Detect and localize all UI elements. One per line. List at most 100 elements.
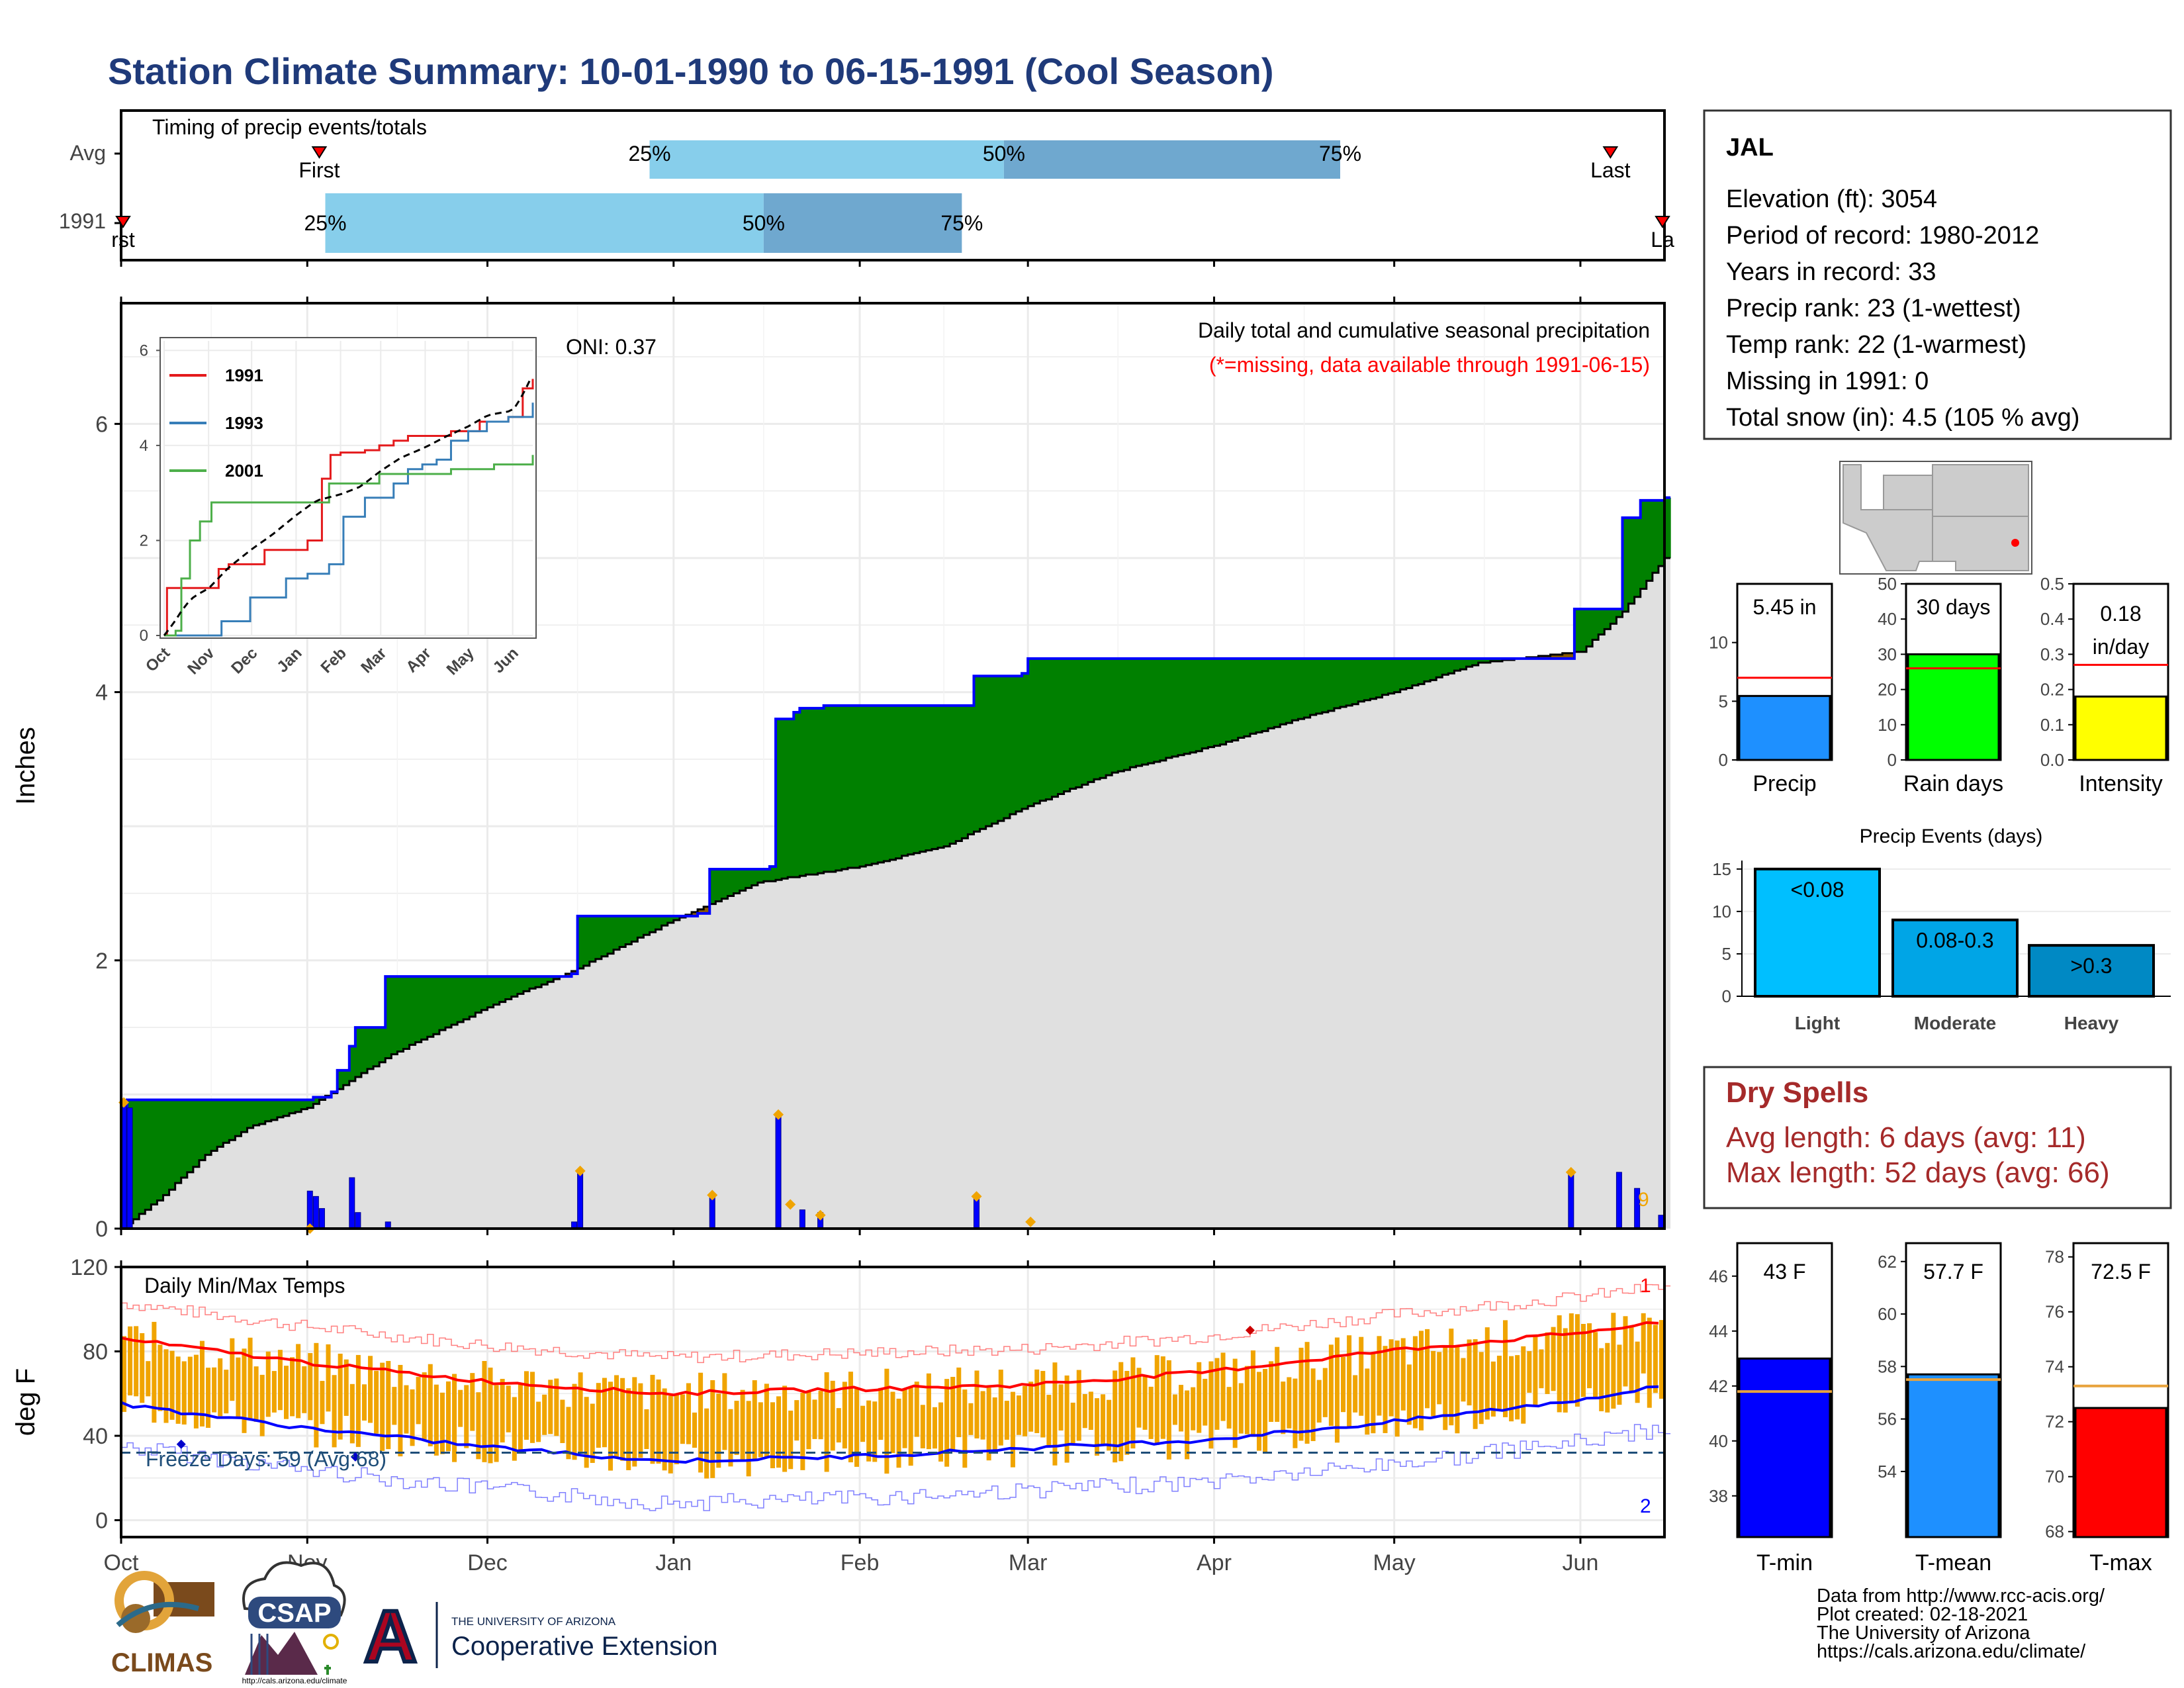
- precip-surplus: [721, 869, 729, 899]
- locator-map: [1839, 461, 2032, 575]
- precip-surplus: [997, 676, 1005, 821]
- precip-event-marker: [815, 1209, 826, 1221]
- precip-surplus: [601, 915, 608, 957]
- temp-daily-range: [1365, 1368, 1370, 1435]
- temp-daily-range: [1124, 1370, 1130, 1455]
- temp-daily-range: [842, 1382, 847, 1449]
- precip-surplus: [1298, 658, 1305, 720]
- temp-daily-range: [560, 1399, 565, 1444]
- temp-daily-range: [1136, 1368, 1142, 1428]
- dry-spells-title: Dry Spells: [1726, 1076, 1868, 1109]
- precip-surplus: [1490, 658, 1497, 661]
- precip-surplus: [1640, 500, 1647, 589]
- temp-daily-range: [1437, 1352, 1442, 1405]
- temp-daily-range: [1515, 1355, 1520, 1420]
- timing-pct-label: 50%: [743, 211, 785, 235]
- temp-daily-range: [374, 1370, 379, 1434]
- temp-daily-range: [950, 1376, 956, 1452]
- precip-surplus: [1112, 658, 1118, 773]
- temp-daily-range: [416, 1377, 421, 1425]
- precip-surplus: [1184, 658, 1191, 754]
- precip-surplus: [745, 869, 752, 888]
- precip-daily-bar: [1615, 1172, 1622, 1229]
- precip-surplus: [968, 705, 975, 835]
- temp-daily-range: [1334, 1337, 1340, 1443]
- temp-daily-range: [1269, 1361, 1274, 1423]
- temp-daily-range: [746, 1401, 751, 1477]
- precip-surplus: [1208, 658, 1215, 747]
- temp-daily-range: [1232, 1358, 1238, 1448]
- temp-daily-range: [824, 1372, 829, 1472]
- inset-legend-label: 1993: [225, 413, 263, 433]
- timing-label: Timing of precip events/totals: [152, 115, 427, 139]
- precip-surplus: [925, 705, 933, 851]
- temp-daily-range: [1293, 1378, 1298, 1448]
- season-totals-bars: 5.45 in 0 5 10 Precip 30 days 0 10 20 30 40 50 Rain …: [1709, 574, 2169, 796]
- temp-daily-range: [163, 1349, 169, 1423]
- events-bar-label: 0.08-0.3: [1916, 929, 1993, 953]
- precip-surplus: [367, 1027, 374, 1069]
- inset-series-2001: [164, 455, 534, 637]
- station-years: Years in record: 33: [1726, 258, 1936, 286]
- precip-deficit: [698, 909, 704, 914]
- precip-surplus: [913, 705, 921, 853]
- temp-daily-range: [1533, 1336, 1538, 1405]
- precip-surplus: [139, 1100, 146, 1214]
- dry-spells-avg: Avg length: 6 days (avg: 11): [1726, 1121, 2086, 1154]
- temp-daily-range: [169, 1350, 175, 1420]
- precip-surplus: [181, 1100, 188, 1178]
- timing-bars: 25% 50% 75% First Last 25% 50% 75% rst La: [111, 140, 1674, 303]
- temp-daily-range: [1509, 1356, 1514, 1422]
- precip-surplus: [541, 976, 548, 985]
- precip-surplus: [595, 915, 602, 959]
- precip-surplus: [289, 1100, 296, 1113]
- temp-daily-range: [1310, 1368, 1316, 1441]
- temp-daily-range: [140, 1333, 145, 1403]
- temp-daily-range: [878, 1387, 884, 1440]
- precip-surplus: [133, 1100, 140, 1219]
- precip-events-panel: Precip Events (days) <0.08 Light 0.08-0.3 M…: [1712, 825, 2171, 1033]
- precip-surplus: [823, 705, 831, 872]
- precip-surplus: [151, 1100, 158, 1205]
- temp-daily-range: [1371, 1352, 1376, 1434]
- temp-daily-range: [1653, 1325, 1658, 1393]
- temp-daily-range: [1010, 1391, 1015, 1468]
- temp-daily-range: [1611, 1313, 1616, 1409]
- precip-surplus: [1040, 658, 1046, 801]
- precip-surplus: [1046, 658, 1053, 800]
- temp-daily-range: [283, 1366, 289, 1419]
- precip-events-bars: <0.08 Light 0.08-0.3 Moderate >0.3 Heavy 0 5 10 1…: [1712, 859, 2171, 1033]
- precip-surplus: [1664, 497, 1671, 558]
- total-ytick-label: 20: [1878, 680, 1897, 700]
- temp-daily-range: [956, 1367, 962, 1438]
- precip-surplus: [1232, 658, 1239, 741]
- precip-deficit: [1544, 655, 1551, 659]
- temp-daily-range: [974, 1370, 979, 1438]
- temp-daily-range: [758, 1402, 763, 1458]
- temp-daily-range: [1569, 1313, 1574, 1403]
- temp-daily-range: [1449, 1329, 1454, 1426]
- precip-surplus: [283, 1100, 290, 1116]
- temp-daily-range: [1172, 1394, 1177, 1425]
- temp-daily-range: [355, 1354, 361, 1447]
- precip-surplus: [799, 708, 807, 876]
- temp-daily-range: [452, 1374, 457, 1462]
- temp-daily-range: [674, 1393, 679, 1464]
- temp-daily-range: [740, 1389, 745, 1460]
- precip-y-label: Inches: [11, 727, 40, 805]
- precip-surplus: [1220, 658, 1227, 745]
- ua-logo-small: THE UNIVERSITY OF ARIZONA: [451, 1615, 616, 1628]
- temp-daily-range: [902, 1389, 907, 1448]
- temp-daily-range: [206, 1368, 211, 1428]
- precip-surplus: [1346, 658, 1353, 706]
- precip-surplus: [403, 976, 410, 1049]
- temp-daily-range: [398, 1364, 403, 1457]
- precip-edge-count: 9: [1638, 1189, 1649, 1211]
- inset-legend-label: 2001: [225, 461, 263, 481]
- precip-surplus: [235, 1100, 242, 1137]
- temp-daily-range: [277, 1350, 283, 1411]
- precip-surplus: [1322, 658, 1329, 712]
- temp-daily-range: [764, 1383, 769, 1458]
- temp-daily-range: [680, 1394, 685, 1444]
